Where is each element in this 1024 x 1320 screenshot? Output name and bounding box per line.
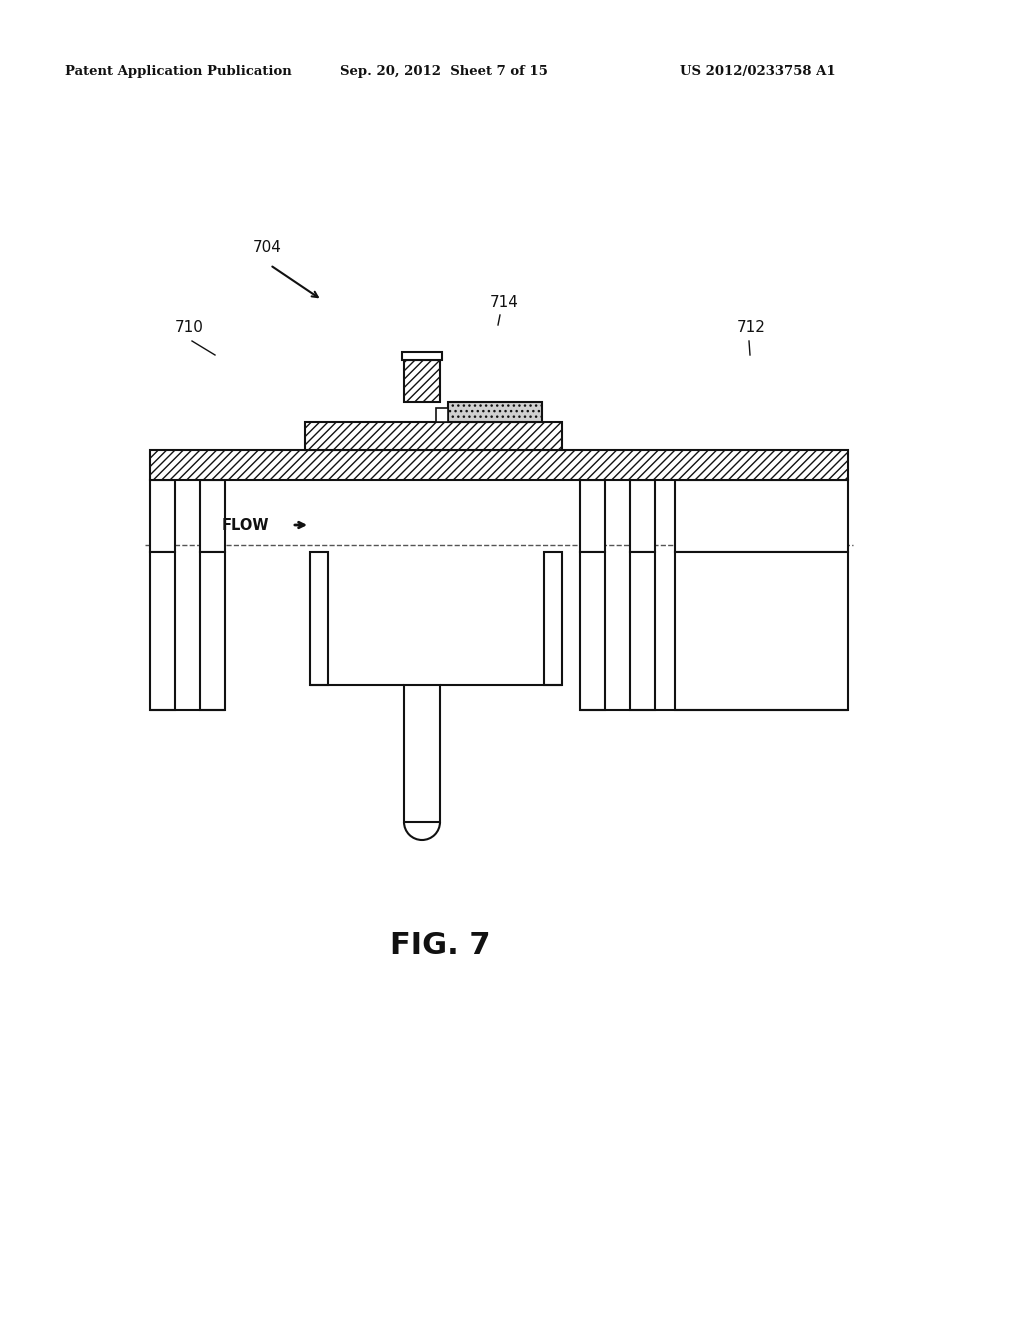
- Bar: [200, 480, 225, 552]
- Bar: [305, 422, 562, 450]
- Text: Patent Application Publication: Patent Application Publication: [65, 65, 292, 78]
- Bar: [150, 480, 175, 552]
- Bar: [404, 685, 440, 822]
- Bar: [436, 408, 449, 422]
- Bar: [150, 552, 175, 710]
- Text: US 2012/0233758 A1: US 2012/0233758 A1: [680, 65, 836, 78]
- Bar: [402, 352, 442, 360]
- Bar: [449, 403, 542, 422]
- Text: 710: 710: [175, 319, 204, 335]
- Text: Sep. 20, 2012  Sheet 7 of 15: Sep. 20, 2012 Sheet 7 of 15: [340, 65, 548, 78]
- Bar: [630, 480, 655, 552]
- Bar: [150, 450, 848, 480]
- Text: FIG. 7: FIG. 7: [390, 931, 490, 960]
- Bar: [675, 552, 848, 710]
- Text: FLOW: FLOW: [222, 517, 269, 532]
- Bar: [630, 552, 655, 710]
- Bar: [544, 552, 562, 685]
- Text: 704: 704: [253, 240, 282, 255]
- Bar: [200, 552, 225, 710]
- Text: 712: 712: [737, 319, 766, 335]
- Bar: [580, 552, 605, 710]
- Bar: [675, 480, 848, 552]
- Bar: [580, 480, 605, 552]
- Bar: [404, 360, 440, 403]
- Text: 714: 714: [490, 294, 519, 310]
- Bar: [310, 552, 328, 685]
